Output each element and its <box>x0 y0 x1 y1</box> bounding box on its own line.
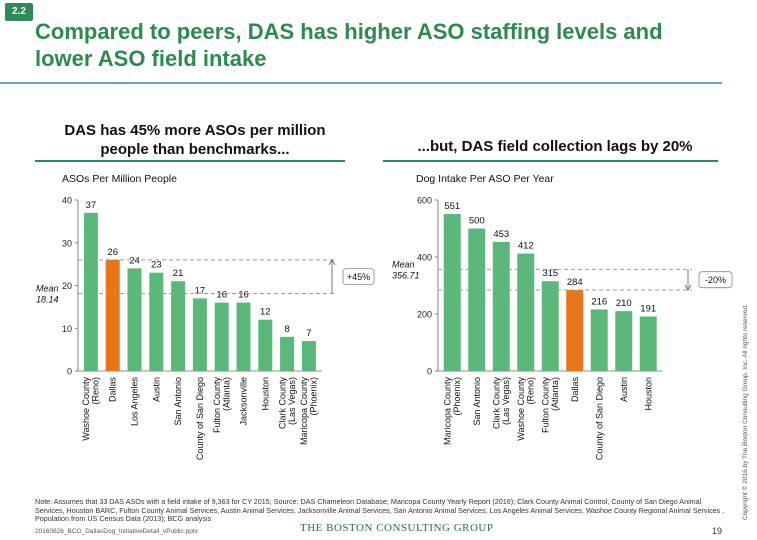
bar <box>105 259 120 371</box>
page-title: Compared to peers, DAS has higher ASO st… <box>35 19 663 71</box>
bar <box>83 212 98 371</box>
callout-box <box>342 268 375 286</box>
bar-value-label: 16 <box>238 290 249 301</box>
bar-value-label: 412 <box>518 241 534 252</box>
y-tick-label: 30 <box>62 238 72 248</box>
footer-filename: 20160826_BCG_DallasDog_InitiativeDetail_… <box>35 528 198 535</box>
category-label: Los Angeles <box>130 377 140 427</box>
y-tick-label: 200 <box>417 310 432 320</box>
category-label: San Antonio <box>173 377 183 426</box>
category-label: San Antonio <box>472 377 482 426</box>
callout-label: +45% <box>347 272 370 282</box>
bar <box>590 309 608 371</box>
right-heading: ...but, DAS field collection lags by 20% <box>417 138 693 155</box>
left-heading: DAS has 45% more ASOs per million people… <box>64 122 326 158</box>
right-heading-rule <box>383 160 718 162</box>
bar <box>443 213 461 371</box>
arrowhead-icon <box>684 284 692 292</box>
bar-value-label: 16 <box>216 290 227 301</box>
bar-value-label: 210 <box>616 298 632 309</box>
bar <box>615 311 633 371</box>
bar-value-label: 315 <box>542 268 558 279</box>
category-label: Austin <box>619 377 629 402</box>
y-tick-label: 10 <box>62 324 72 334</box>
bar-value-label: 24 <box>129 255 140 266</box>
bar <box>214 302 229 371</box>
mean-label: Mean <box>392 259 415 269</box>
bar-value-label: 284 <box>567 277 583 288</box>
bar <box>541 281 559 371</box>
bar <box>517 253 535 371</box>
chart-title: ASOs Per Million People <box>62 173 177 185</box>
bar <box>258 319 273 371</box>
bar-value-label: 216 <box>591 296 607 307</box>
bar-value-label: 23 <box>151 260 162 271</box>
bar <box>492 241 510 371</box>
y-tick-label: 600 <box>417 196 432 206</box>
category-label: Clark County(Las Vegas) <box>277 377 297 430</box>
bar <box>566 290 584 371</box>
arrowhead-icon <box>328 258 336 266</box>
y-tick-label: 400 <box>417 253 432 263</box>
callout-label: -20% <box>705 275 726 285</box>
category-label: Dallas <box>570 377 580 403</box>
bar <box>192 298 207 371</box>
category-label: Maricopa County(Phoenix) <box>443 377 463 446</box>
bar <box>236 302 251 371</box>
bar-value-label: 12 <box>260 307 271 318</box>
callout-box <box>698 271 733 289</box>
copyright-notice: Copyright © 2016 by The Boston Consultin… <box>742 303 749 520</box>
page-number: 19 <box>712 526 723 536</box>
category-label: Maricopa County(Phoenix) <box>299 377 319 446</box>
bar-value-label: 17 <box>195 285 206 296</box>
bar <box>171 281 186 371</box>
category-label: County of San Diego <box>594 377 604 460</box>
bar-value-label: 453 <box>493 229 509 240</box>
bcg-logo: THE BOSTON CONSULTING GROUP <box>300 522 494 534</box>
bar-value-label: 7 <box>306 328 311 339</box>
footnote: Note: Assumes that 33 DAS ASOs with a fi… <box>35 497 725 524</box>
category-label: Fulton County(Atlanta) <box>541 377 561 434</box>
mean-label: Mean <box>36 283 59 293</box>
category-label: Fulton County(Atlanta) <box>212 377 232 434</box>
left-heading-rule <box>35 160 345 162</box>
bar <box>301 341 316 371</box>
category-label: County of San Diego <box>195 377 205 460</box>
bar-value-label: 37 <box>86 200 97 211</box>
category-label: Washoe County(Reno) <box>81 377 101 441</box>
bar-value-label: 191 <box>640 304 656 315</box>
category-label: Houston <box>643 377 653 411</box>
y-tick-label: 0 <box>67 367 72 377</box>
category-label: Jacksonville <box>239 377 249 426</box>
y-tick-label: 20 <box>62 281 72 291</box>
bar <box>639 316 657 371</box>
bar-value-label: 21 <box>173 268 184 279</box>
y-tick-label: 0 <box>427 367 432 377</box>
bar-value-label: 500 <box>469 216 485 227</box>
bar-value-label: 551 <box>444 201 460 212</box>
category-label: Dallas <box>108 377 118 403</box>
title-divider <box>0 82 722 84</box>
bar <box>149 272 164 371</box>
bar <box>280 336 295 371</box>
section-badge: 2.2 <box>5 3 33 21</box>
bar <box>468 228 486 371</box>
bar-value-label: 26 <box>107 247 118 258</box>
mean-value-label: 356.71 <box>392 270 420 280</box>
bar <box>127 268 142 371</box>
category-label: Washoe County(Reno) <box>516 377 536 441</box>
category-label: Houston <box>260 377 270 411</box>
category-label: Austin <box>151 377 161 402</box>
category-label: Clark County(Las Vegas) <box>492 377 512 430</box>
chart-title: Dog Intake Per ASO Per Year <box>416 173 554 185</box>
bar-value-label: 8 <box>284 324 289 335</box>
y-tick-label: 40 <box>62 196 72 206</box>
mean-value-label: 18.14 <box>36 294 59 304</box>
